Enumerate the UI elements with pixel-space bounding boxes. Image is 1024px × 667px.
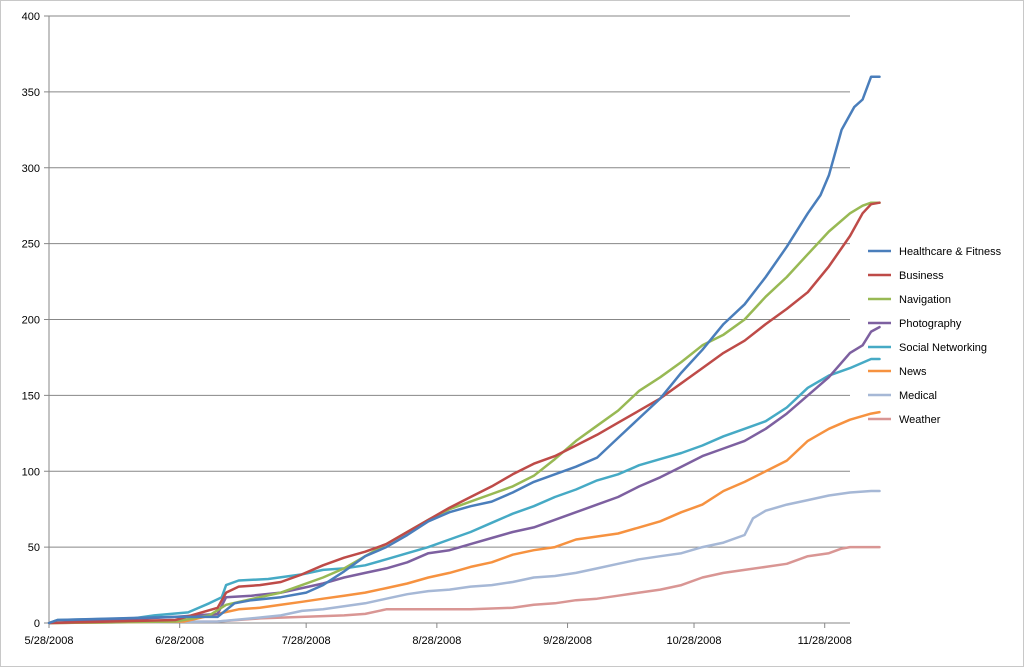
series-line-photography xyxy=(47,325,881,625)
y-tick-label: 0 xyxy=(34,618,40,630)
legend-label: Healthcare & Fitness xyxy=(899,246,1002,258)
series-line-navigation xyxy=(47,201,881,625)
x-tick-label: 8/28/2008 xyxy=(412,635,461,647)
legend-label: Navigation xyxy=(899,294,951,306)
y-tick-label: 200 xyxy=(22,315,40,327)
series-line-business xyxy=(47,201,881,625)
y-tick-label: 250 xyxy=(22,239,40,251)
y-tick-label: 400 xyxy=(22,11,40,23)
x-tick-label: 9/28/2008 xyxy=(543,635,592,647)
series-lines xyxy=(47,75,881,625)
series-line-medical xyxy=(47,489,881,625)
legend: Healthcare & Fitness Business Navigation Ph… xyxy=(868,246,1002,426)
legend-label: Social Networking xyxy=(899,342,987,354)
series-line-weather xyxy=(47,545,881,625)
legend-label: Weather xyxy=(899,414,941,426)
x-tick-label: 7/28/2008 xyxy=(282,635,331,647)
y-tick-label: 300 xyxy=(22,163,40,175)
gridlines xyxy=(49,15,850,548)
legend-label: Business xyxy=(899,270,944,282)
y-tick-label: 100 xyxy=(22,466,40,478)
x-tick-label: 11/28/2008 xyxy=(798,635,852,647)
series-line-news xyxy=(47,410,881,625)
y-tick-label: 50 xyxy=(28,542,40,554)
legend-label: News xyxy=(899,366,927,378)
x-tick-label: 5/28/2008 xyxy=(25,635,74,647)
legend-label: Photography xyxy=(899,318,962,330)
x-tick-label: 10/28/2008 xyxy=(666,635,721,647)
axes: 0 50 100 150 200 250 300 350 400 5/28/2008 6/28/20… xyxy=(22,11,852,647)
x-tick-label: 6/28/2008 xyxy=(155,635,204,647)
series-line-social-networking xyxy=(47,357,881,625)
series-line-healthcare-fitness xyxy=(47,75,881,625)
y-tick-label: 150 xyxy=(22,390,40,402)
legend-label: Medical xyxy=(899,390,937,402)
y-tick-label: 350 xyxy=(22,87,40,99)
